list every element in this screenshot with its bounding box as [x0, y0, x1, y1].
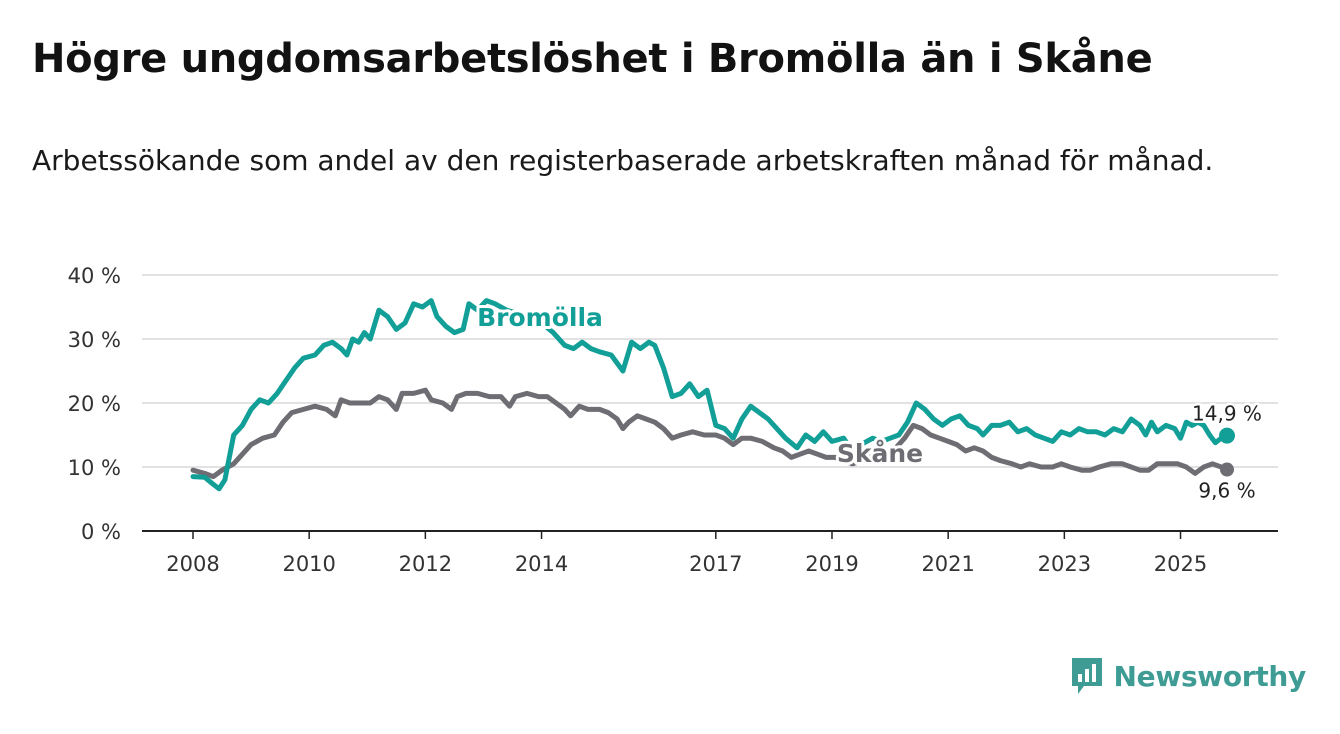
x-tick-label: 2023	[1038, 552, 1091, 576]
series-label-skane: Skåne	[837, 439, 923, 468]
x-tick-label: 2019	[805, 552, 858, 576]
x-tick-label: 2008	[166, 552, 219, 576]
y-tick-label: 10 %	[68, 456, 121, 480]
x-tick-label: 2017	[689, 552, 742, 576]
series-line-bromolla	[190, 298, 1230, 492]
y-tick-label: 20 %	[68, 392, 121, 416]
y-tick-label: 0 %	[81, 520, 121, 544]
end-marker-bromolla	[1219, 427, 1235, 444]
x-tick-label: 2010	[282, 552, 335, 576]
x-tick-label: 2014	[515, 552, 568, 576]
end-value-skane: 9,6 %	[1198, 479, 1255, 503]
x-tick-label: 2021	[921, 552, 974, 576]
newsworthy-brand: Newsworthy	[1070, 656, 1306, 696]
x-tick-label: 2012	[399, 552, 452, 576]
axes: 0 % 10 % 20 % 30 % 40 % 2008 2010 2012 2014 2017 2…	[68, 264, 1278, 576]
grid	[142, 274, 1278, 468]
x-tick-label: 2025	[1154, 552, 1207, 576]
series-line-skane	[190, 387, 1230, 480]
series	[190, 298, 1235, 492]
brand-name: Newsworthy	[1113, 659, 1307, 693]
chart-subtitle: Arbetssökande som andel av den registerb…	[32, 144, 1214, 177]
end-marker-skane	[1220, 462, 1234, 477]
labels: Bromölla Skåne 14,9 % 9,6 %	[474, 300, 1264, 505]
line-chart: 0 % 10 % 20 % 30 % 40 % 2008 2010 2012 2014 2017 2…	[68, 264, 1278, 576]
chart-title: Högre ungdomsarbetslöshet i Bromölla än …	[32, 36, 1153, 82]
newsworthy-logo-icon	[1071, 658, 1102, 694]
y-tick-label: 30 %	[68, 328, 121, 352]
series-label-bromolla: Bromölla	[477, 303, 603, 332]
y-tick-label: 40 %	[68, 264, 121, 288]
end-value-bromolla: 14,9 %	[1192, 402, 1262, 426]
